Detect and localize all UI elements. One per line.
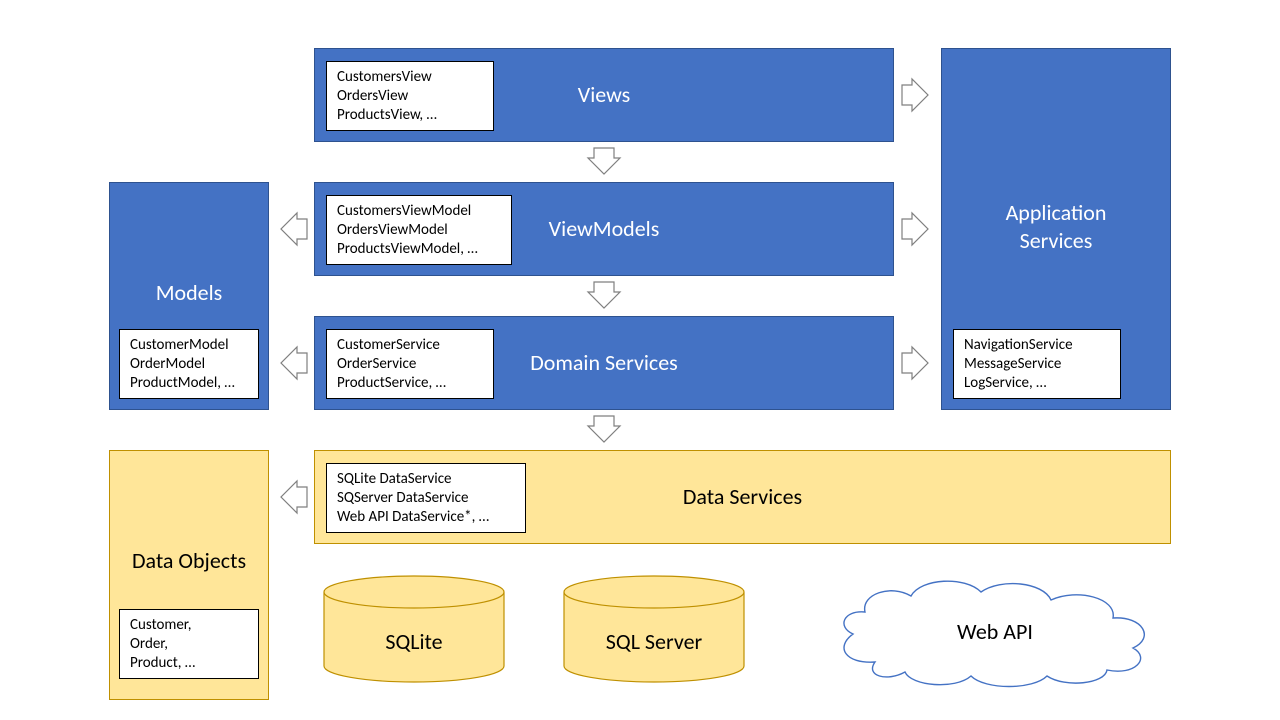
app-services-title: Application Services — [1006, 199, 1107, 254]
arrow-right-icon — [898, 77, 934, 113]
arrow-down-icon — [586, 412, 622, 448]
data-objects-details: Customer, Order, Product, … — [119, 609, 259, 679]
app-services-details: NavigationService MessageService LogServ… — [953, 329, 1121, 399]
arrow-right-icon — [898, 211, 934, 247]
arrow-left-icon — [275, 479, 311, 515]
viewmodels-title: ViewModels — [549, 215, 660, 243]
sqlserver-label: SQL Server — [554, 628, 754, 655]
arrow-down-icon — [586, 278, 622, 314]
arrow-left-icon — [275, 211, 311, 247]
data-objects-title: Data Objects — [132, 547, 246, 575]
arrow-down-icon — [586, 144, 622, 180]
webapi-cloud: Web API — [825, 572, 1165, 692]
domain-services-details: CustomerService OrderService ProductServ… — [326, 329, 494, 399]
sqlserver-cylinder: SQL Server — [554, 574, 754, 684]
data-services-title: Data Services — [683, 483, 802, 511]
sqlite-label: SQLite — [314, 628, 514, 655]
arrow-left-icon — [275, 345, 311, 381]
data-services-details: SQLite DataService SQServer DataService … — [326, 463, 526, 533]
sqlite-cylinder: SQLite — [314, 574, 514, 684]
webapi-label: Web API — [825, 618, 1165, 645]
models-title: Models — [156, 279, 223, 307]
viewmodels-details: CustomersViewModel OrdersViewModel Produ… — [326, 195, 512, 265]
arrow-right-icon — [898, 345, 934, 381]
views-title: Views — [578, 81, 631, 109]
models-details: CustomerModel OrderModel ProductModel, … — [119, 329, 259, 399]
domain-services-title: Domain Services — [530, 349, 678, 377]
views-details: CustomersView OrdersView ProductsView, … — [326, 61, 494, 131]
